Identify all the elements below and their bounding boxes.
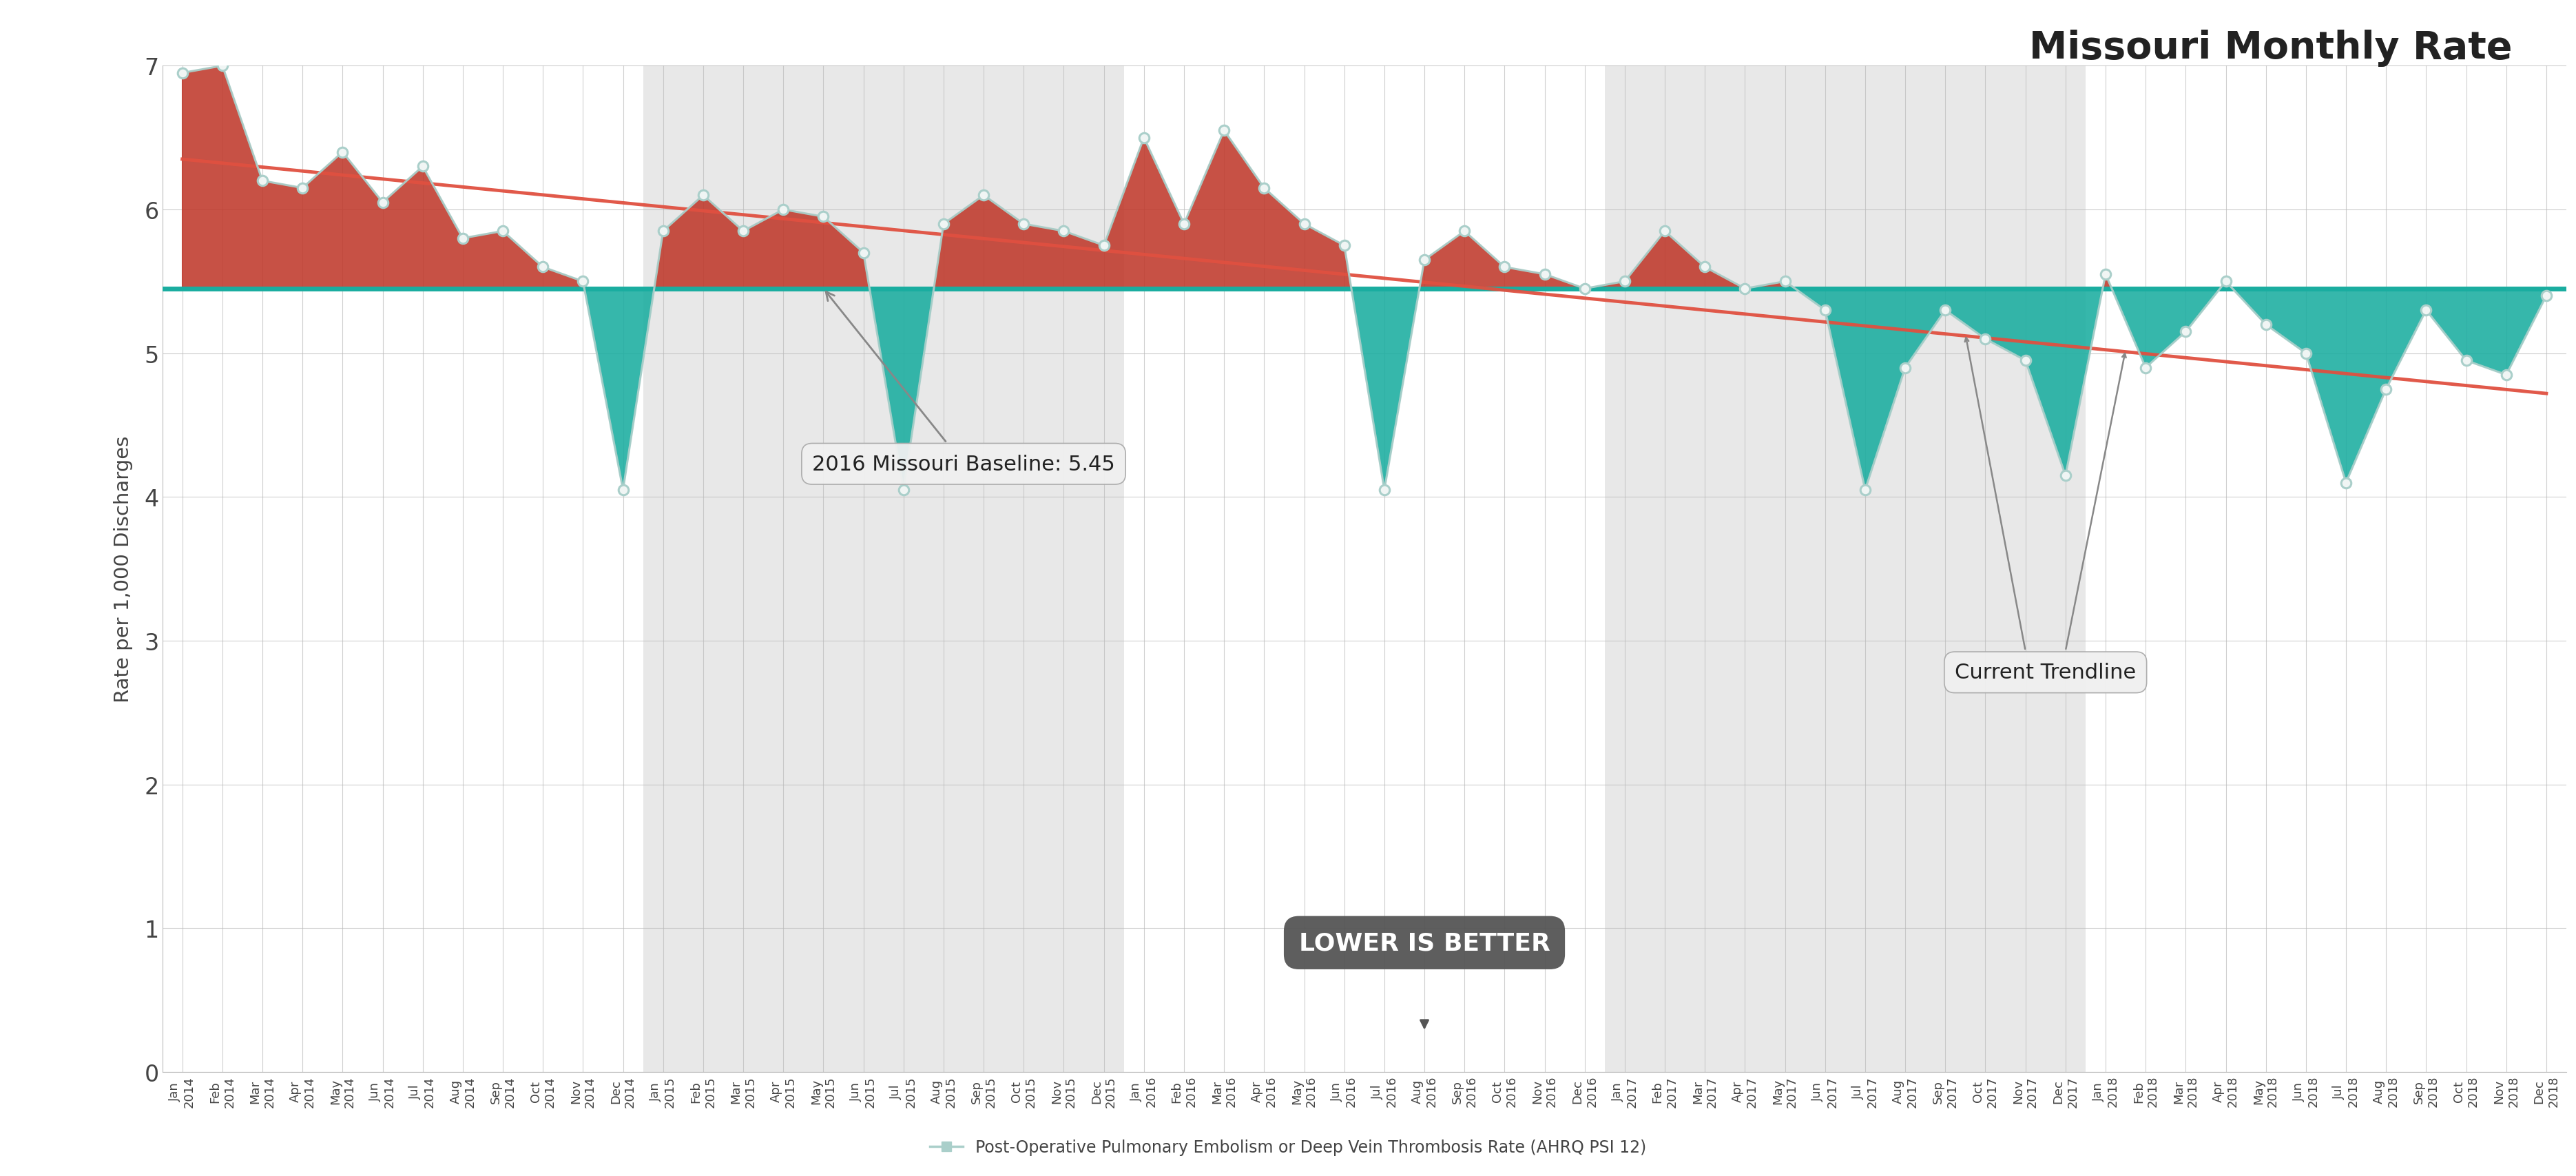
Point bbox=[2125, 359, 2166, 377]
Text: LOWER IS BETTER: LOWER IS BETTER bbox=[1298, 931, 1551, 955]
Point bbox=[963, 186, 1005, 205]
Point bbox=[1685, 258, 1726, 276]
Point bbox=[1723, 280, 1765, 299]
Bar bbox=[1605, 66, 2084, 1073]
Point bbox=[1522, 266, 1564, 285]
Point bbox=[1404, 250, 1445, 269]
Point bbox=[361, 193, 402, 212]
Point bbox=[281, 179, 322, 198]
Point bbox=[2365, 380, 2406, 399]
Point bbox=[2004, 352, 2045, 370]
Point bbox=[2084, 266, 2125, 285]
Point bbox=[2164, 322, 2205, 341]
Point bbox=[1363, 481, 1404, 500]
Y-axis label: Rate per 1,000 Discharges: Rate per 1,000 Discharges bbox=[113, 436, 131, 702]
Point bbox=[2486, 366, 2527, 385]
Point bbox=[1605, 273, 1646, 292]
Point bbox=[2205, 273, 2246, 292]
Point bbox=[922, 215, 963, 234]
Point bbox=[562, 273, 603, 292]
Point bbox=[2445, 352, 2486, 370]
Point bbox=[402, 158, 443, 176]
Point bbox=[1883, 359, 1924, 377]
Point bbox=[1324, 236, 1365, 255]
Point bbox=[1043, 222, 1084, 241]
Point bbox=[762, 201, 804, 220]
Text: Current Trendline: Current Trendline bbox=[1955, 662, 2136, 682]
Point bbox=[804, 208, 845, 227]
Point bbox=[2524, 287, 2566, 306]
Point bbox=[2045, 467, 2087, 486]
Point bbox=[162, 65, 204, 83]
Point bbox=[523, 258, 564, 276]
Point bbox=[482, 222, 523, 241]
Point bbox=[242, 172, 283, 191]
Point bbox=[1844, 481, 1886, 500]
Point bbox=[1564, 280, 1605, 299]
Point bbox=[1924, 301, 1965, 320]
Point bbox=[1162, 215, 1203, 234]
Point bbox=[2285, 345, 2326, 363]
Point bbox=[1244, 179, 1285, 198]
Point bbox=[1123, 128, 1164, 147]
Legend: Post-Operative Pulmonary Embolism or Deep Vein Thrombosis Rate (AHRQ PSI 12): Post-Operative Pulmonary Embolism or Dee… bbox=[922, 1132, 1654, 1162]
Point bbox=[1765, 273, 1806, 292]
Point bbox=[884, 481, 925, 500]
Point bbox=[1002, 215, 1043, 234]
Point bbox=[842, 243, 884, 262]
Point bbox=[683, 186, 724, 205]
Point bbox=[201, 56, 242, 75]
Point bbox=[2244, 315, 2285, 334]
Bar bbox=[644, 66, 1123, 1073]
Point bbox=[1443, 222, 1484, 241]
Point bbox=[1803, 301, 1844, 320]
Point bbox=[603, 481, 644, 500]
Text: 2016 Missouri Baseline: 5.45: 2016 Missouri Baseline: 5.45 bbox=[811, 292, 1115, 474]
Point bbox=[2324, 474, 2365, 493]
Point bbox=[1283, 215, 1324, 234]
Text: Missouri Monthly Rate: Missouri Monthly Rate bbox=[2030, 29, 2512, 67]
Point bbox=[322, 143, 363, 162]
Point bbox=[443, 229, 484, 248]
Point bbox=[721, 222, 762, 241]
Point bbox=[1082, 236, 1123, 255]
Point bbox=[1203, 121, 1244, 140]
Point bbox=[2406, 301, 2447, 320]
Point bbox=[1484, 258, 1525, 276]
Point bbox=[1965, 330, 2007, 349]
Point bbox=[641, 222, 683, 241]
Point bbox=[1643, 222, 1685, 241]
